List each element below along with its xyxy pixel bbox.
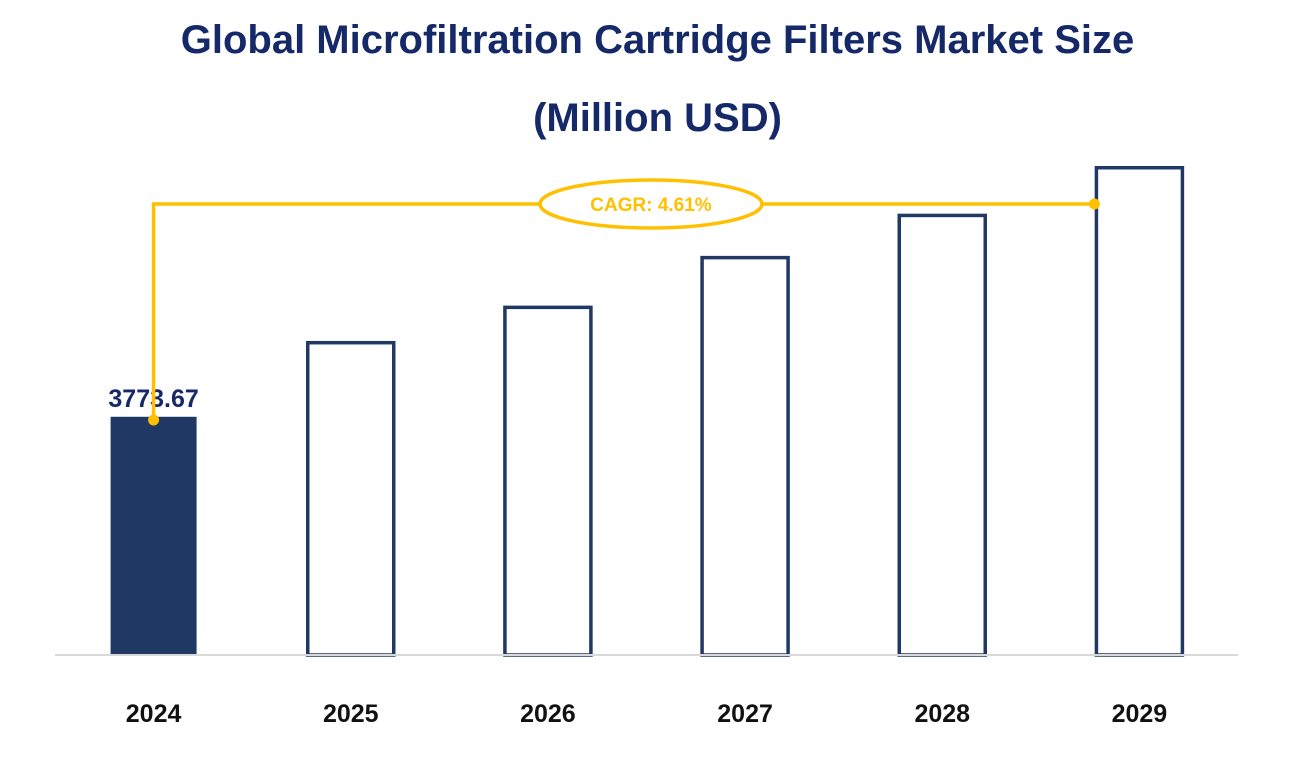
bar-2026 <box>503 305 593 657</box>
bar-2027 <box>700 255 790 657</box>
cagr-badge <box>538 178 764 230</box>
bar-2025 <box>306 340 396 657</box>
cagr-label: CAGR: 4.61% <box>590 195 712 216</box>
x-tick-label-2025: 2025 <box>323 700 379 728</box>
x-tick-label-2024: 2024 <box>126 700 182 728</box>
cagr-annotation: CAGR: 4.61% <box>148 178 1100 426</box>
bars-layer <box>110 165 1185 657</box>
bar-2029 <box>1094 165 1185 657</box>
cagr-start-dot <box>148 414 160 426</box>
chart-title-line-1: Global Microfiltration Cartridge Filters… <box>180 18 1135 62</box>
cagr-line <box>151 202 1095 420</box>
x-tick-label-2026: 2026 <box>520 700 576 728</box>
cagr-end-dot <box>1088 198 1100 210</box>
bar-2028 <box>897 213 987 657</box>
chart-title-line-2: (Million USD) <box>533 96 782 140</box>
x-tick-label-2029: 2029 <box>1112 700 1168 728</box>
x-tick-label-2028: 2028 <box>914 700 970 728</box>
x-tick-label-2027: 2027 <box>717 700 773 728</box>
bar-2024 <box>110 416 197 655</box>
